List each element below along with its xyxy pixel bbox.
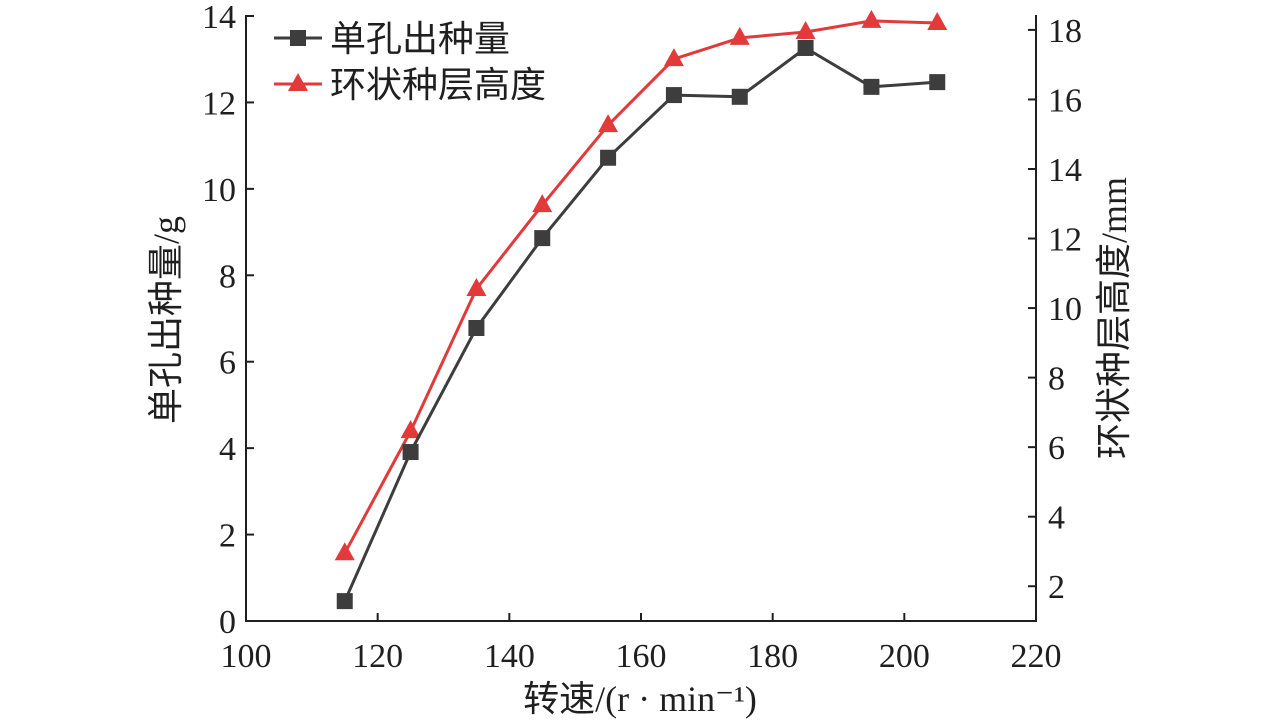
series-1-point <box>468 320 485 337</box>
legend-label: 环状种层高度 <box>330 65 546 105</box>
x-axis-title: 转速/(r · min⁻¹) <box>523 679 757 719</box>
series-2-point <box>795 20 816 39</box>
x-tick-label: 180 <box>747 638 798 675</box>
right-y-axis-title: 环状种层高度/mm <box>1094 177 1134 459</box>
y2-tick-label: 18 <box>1048 13 1082 50</box>
legend-label: 单孔出种量 <box>330 19 510 59</box>
series-2-point <box>466 277 487 296</box>
y2-tick-label: 16 <box>1048 82 1082 119</box>
y-tick-label: 2 <box>219 518 236 555</box>
y-tick-label: 14 <box>202 0 236 36</box>
legend-item: 单孔出种量 <box>274 19 510 59</box>
legend-item: 环状种层高度 <box>274 65 546 105</box>
series-2-point <box>334 542 355 561</box>
series-1-point <box>731 88 748 105</box>
series-1-point <box>336 593 353 610</box>
x-tick-label: 120 <box>352 638 403 675</box>
y-tick-label: 6 <box>219 345 236 382</box>
series-2-point <box>927 11 948 30</box>
series-1-point <box>929 74 946 91</box>
x-tick-label: 160 <box>616 638 667 675</box>
y2-tick-label: 4 <box>1048 500 1065 537</box>
series-2-point <box>400 420 421 439</box>
series-1-line <box>343 46 939 603</box>
series-2-line <box>343 19 939 555</box>
y-tick-label: 0 <box>219 604 236 641</box>
series-2-point <box>729 26 750 45</box>
y-tick-label: 8 <box>219 258 236 295</box>
legend-triangle-marker <box>288 73 308 91</box>
y2-tick-label: 6 <box>1048 430 1065 467</box>
left-y-axis-title: 单孔出种量/g <box>146 216 186 424</box>
series <box>334 9 948 610</box>
series-2-point <box>663 48 684 67</box>
y2-tick-label: 8 <box>1048 361 1065 398</box>
y2-tick-label: 10 <box>1048 291 1082 328</box>
y-tick-label: 10 <box>202 172 236 209</box>
series-1-point <box>402 444 419 461</box>
series-1-point <box>863 78 880 95</box>
x-tick-label: 100 <box>221 638 272 675</box>
series-2-point <box>861 9 882 28</box>
ticks: 100 120 140 160 180 200 220 0 2 4 6 8 10 12 14 2 4 6 8 10 12… <box>202 0 1082 675</box>
y-tick-label: 12 <box>202 85 236 122</box>
x-tick-label: 140 <box>484 638 535 675</box>
x-tick-label: 200 <box>879 638 930 675</box>
series-2-point <box>598 114 619 133</box>
series-2-point <box>532 194 553 213</box>
legend-square-marker <box>290 30 306 46</box>
y2-tick-label: 2 <box>1048 569 1065 606</box>
series-1-point <box>600 149 617 166</box>
x-tick-label: 220 <box>1011 638 1062 675</box>
series-1-point <box>797 39 814 56</box>
axes <box>245 15 1037 622</box>
y2-tick-label: 12 <box>1048 222 1082 259</box>
y2-tick-label: 14 <box>1048 152 1082 189</box>
series-1-point <box>665 87 682 104</box>
legend: 单孔出种量 环状种层高度 <box>274 19 546 105</box>
series-1-point <box>534 230 551 247</box>
y-tick-label: 4 <box>219 431 236 468</box>
